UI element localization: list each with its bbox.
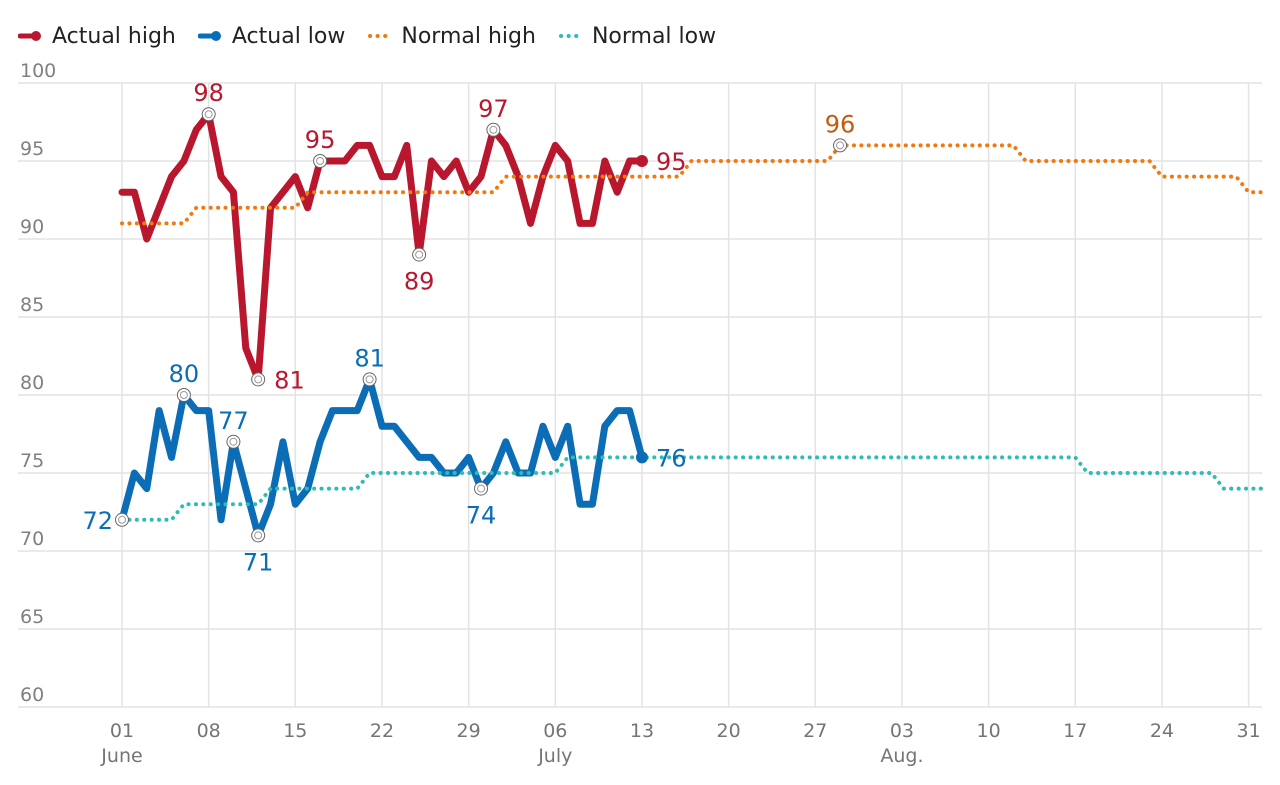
x-tick-label-01: 01 [110,720,134,742]
annotation-label-normal-high-96: 96 [825,110,856,138]
y-tick-label-65: 65 [20,606,44,628]
y-tick-label-90: 90 [20,216,44,238]
series-end-label-actual-low: 76 [656,444,687,472]
annotation-dot-actual-high-97 [489,125,498,134]
x-tick-label-31: 31 [1236,720,1260,742]
annotation-dot-actual-low-74 [477,484,486,493]
y-tick-label-60: 60 [20,684,44,706]
y-tick-label-80: 80 [20,372,44,394]
legend-swatch-actual-high [18,31,41,41]
legend-item-normal-high[interactable]: Normal high [367,24,536,49]
series-line-normal-low [120,455,1263,522]
annotation-dot-actual-low-71 [254,531,263,540]
series-end-marker-actual-low [635,451,648,464]
annotation-label-actual-high-89: 89 [404,268,435,296]
x-month-label-june: June [100,745,142,767]
annotation-label-actual-high-97: 97 [478,95,509,123]
y-tick-label-70: 70 [20,528,44,550]
x-tick-label-06: 06 [543,720,567,742]
x-tick-label-13: 13 [630,720,654,742]
legend: Actual high Actual low Normal high Norma… [18,20,738,52]
annotation-label-actual-low-77: 77 [218,407,249,435]
x-tick-label-24: 24 [1150,720,1174,742]
x-month-label-aug: Aug. [880,745,923,767]
x-tick-label-20: 20 [717,720,741,742]
label-layer: 95 98 81 95 89 97 76 72 80 77 71 81 74 96 [82,79,855,576]
annotation-label-actual-low-74: 74 [466,502,497,530]
legend-label-normal-high: Normal high [401,23,536,49]
x-tick-label-27: 27 [803,720,827,742]
annotation-label-actual-high-98: 98 [193,79,224,107]
annotation-dot-actual-high-89 [415,250,424,259]
annotation-dot-actual-low-80 [179,391,188,399]
x-tick-label-10: 10 [977,720,1001,742]
annotation-label-actual-high-81: 81 [274,366,305,394]
annotation-dot-actual-low-81 [365,375,374,384]
legend-item-actual-high[interactable]: Actual high [18,24,176,49]
series-end-marker-actual-high [635,155,648,167]
x-tick-label-08: 08 [197,720,221,742]
annotation-dot-actual-high-95 [316,157,325,165]
x-tick-label-29: 29 [457,720,481,742]
legend-swatch-normal-low [558,34,583,38]
annotation-label-actual-low-80: 80 [169,360,200,388]
y-tick-label-95: 95 [20,138,44,160]
annotation-label-actual-low-81: 81 [354,344,385,372]
legend-swatch-normal-high [368,34,393,38]
legend-label-actual-low: Actual low [231,23,346,49]
y-tick-label-75: 75 [20,450,44,472]
series-line-normal-high [120,143,1263,226]
annotation-dot-actual-low-77 [229,437,238,446]
x-month-label-july: July [537,745,572,767]
annotation-label-actual-high-95: 95 [305,126,336,154]
x-tick-label-22: 22 [370,720,394,742]
annotation-label-actual-low-72: 72 [82,507,113,535]
y-tick-label-100: 100 [20,60,56,82]
legend-swatch-actual-low [197,31,221,41]
y-tick-label-85: 85 [20,294,44,316]
marker-layer [115,107,848,543]
grid [18,82,1262,708]
legend-item-actual-low[interactable]: Actual low [197,23,346,49]
annotation-dot-actual-low-72 [118,515,126,524]
x-tick-label-15: 15 [283,720,307,742]
series-end-label-actual-high: 95 [656,148,687,176]
annotation-dot-normal-high-96 [836,141,845,150]
y-axis: 60 65 70 75 80 85 90 95 100 [20,60,56,706]
series-layer [118,110,1263,539]
legend-label-normal-low: Normal low [591,23,717,49]
annotation-label-actual-low-71: 71 [243,548,274,576]
legend-label-actual-high: Actual high [52,23,176,49]
annotation-dot-actual-high-81 [254,375,263,384]
series-line-actual-low [118,375,646,539]
legend-item-normal-low[interactable]: Normal low [558,24,716,49]
x-axis: 01 June 08 15 22 29 06 July 13 20 27 03 Aug. 10 17 24 31 [100,720,1260,767]
annotation-dot-actual-high-98 [204,110,213,119]
x-tick-label-17: 17 [1063,720,1087,742]
x-tick-label-03: 03 [890,720,914,742]
